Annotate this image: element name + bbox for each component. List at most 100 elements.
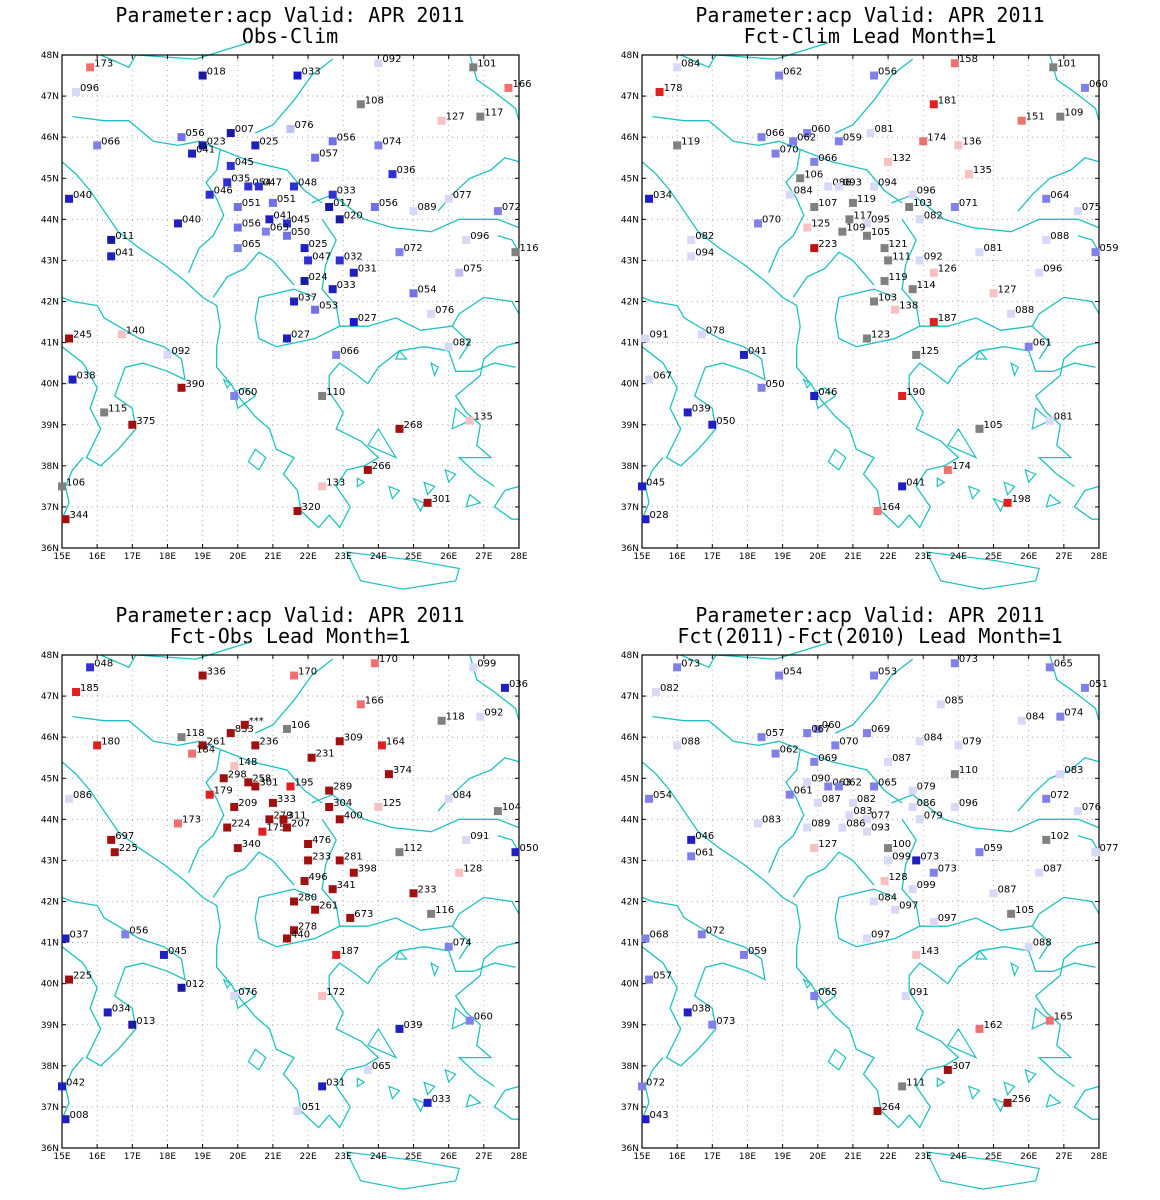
station-value: 060 [811, 124, 830, 135]
station-value: 072 [646, 1077, 665, 1088]
station-value: 117 [484, 108, 503, 119]
x-tick-label: 25E [985, 1152, 1002, 1162]
coastline [469, 54, 520, 121]
station-marker [465, 1016, 474, 1025]
axes: 15E 16E 17E 18E 19E 20E 21E 22E 23E 24E 25E 26E 27E 2… [41, 651, 528, 1162]
coastline [641, 296, 766, 467]
island [802, 378, 812, 389]
station-marker [687, 852, 696, 861]
station-marker [286, 782, 295, 791]
coastlines [61, 642, 520, 1190]
station-marker [493, 207, 502, 216]
station-marker [282, 231, 291, 240]
station-marker [177, 383, 186, 392]
station-value: 268 [403, 420, 422, 431]
station-value: 087 [892, 753, 911, 764]
station-value: 309 [344, 732, 363, 743]
station-value: 063 [270, 223, 289, 234]
coastline [451, 325, 471, 360]
coastline [891, 193, 1100, 233]
station-marker [290, 182, 299, 191]
island [356, 1077, 366, 1088]
station-marker [862, 231, 871, 240]
x-tick-label: 26E [440, 1152, 457, 1162]
station-marker [673, 141, 682, 150]
station-value: 059 [843, 132, 862, 143]
station-marker [775, 671, 784, 680]
station-value: 082 [453, 338, 472, 349]
station-marker [838, 227, 847, 236]
y-tick-label: 47N [621, 92, 639, 102]
station-value: 069 [871, 724, 890, 735]
station-value: 070 [780, 145, 799, 156]
station-marker [307, 753, 316, 762]
station-marker [493, 807, 502, 816]
station-marker [311, 905, 320, 914]
station-marker [370, 203, 379, 212]
x-tick-label: 25E [405, 552, 422, 562]
station-value: 179 [214, 786, 233, 797]
station-marker [803, 729, 812, 738]
station-marker [325, 803, 334, 812]
station-value: 067 [811, 724, 830, 735]
x-tick-label: 22E [300, 1152, 317, 1162]
y-tick-label: 36N [41, 1144, 59, 1154]
station-value: 070 [839, 736, 858, 747]
station-marker [65, 334, 74, 343]
station-marker [929, 868, 938, 877]
station-value: 084 [924, 732, 943, 743]
station-value: 060 [238, 387, 257, 398]
station-value: 697 [115, 831, 134, 842]
coastline [641, 761, 1096, 1129]
y-tick-label: 42N [41, 898, 59, 908]
station-value: 096 [959, 798, 978, 809]
station-marker [265, 815, 274, 824]
x-tick-label: 26E [440, 552, 457, 562]
station-value: 106 [66, 477, 85, 488]
island [247, 448, 267, 471]
station-marker [444, 194, 453, 203]
station-marker [188, 749, 197, 758]
y-tick-label: 45N [41, 774, 59, 784]
station-value: 170 [379, 654, 398, 665]
x-tick-label: 21E [844, 552, 861, 562]
station-marker [862, 219, 871, 228]
station-value: 012 [186, 979, 205, 990]
station-marker [950, 659, 959, 668]
y-tick-label: 39N [621, 421, 639, 431]
station-value: *** [249, 716, 264, 727]
station-value: 051 [1089, 679, 1108, 690]
station-marker [293, 507, 302, 516]
station-marker [476, 112, 485, 121]
station-value: 042 [66, 1077, 85, 1088]
station-value: 008 [70, 1110, 89, 1121]
station-marker [462, 235, 471, 244]
station-value: 083 [762, 814, 781, 825]
station-marker [219, 774, 228, 783]
station-marker [174, 219, 183, 228]
station-value: 148 [238, 757, 257, 768]
y-tick-label: 38N [41, 462, 59, 472]
station-value: 046 [818, 387, 837, 398]
y-tick-label: 36N [621, 1144, 639, 1154]
island [430, 961, 439, 978]
station-value: 116 [519, 243, 538, 254]
station-value: 398 [358, 864, 377, 875]
station-marker [1024, 942, 1033, 951]
station-marker [230, 991, 239, 1000]
x-tick-label: 17E [704, 1152, 721, 1162]
station-marker [462, 835, 471, 844]
station-value: 076 [295, 120, 314, 131]
coastline [219, 748, 323, 804]
station-marker [100, 408, 109, 417]
station-marker [880, 876, 889, 885]
station-marker [230, 391, 239, 400]
station-value: 033 [337, 280, 356, 291]
station-value: 051 [242, 198, 261, 209]
station-value: 092 [171, 346, 190, 357]
station-value: 673 [354, 909, 373, 920]
station-value: 084 [681, 58, 700, 69]
station-value: 053 [319, 301, 338, 312]
x-tick-label: 27E [1055, 1152, 1072, 1162]
station-marker [188, 149, 197, 158]
